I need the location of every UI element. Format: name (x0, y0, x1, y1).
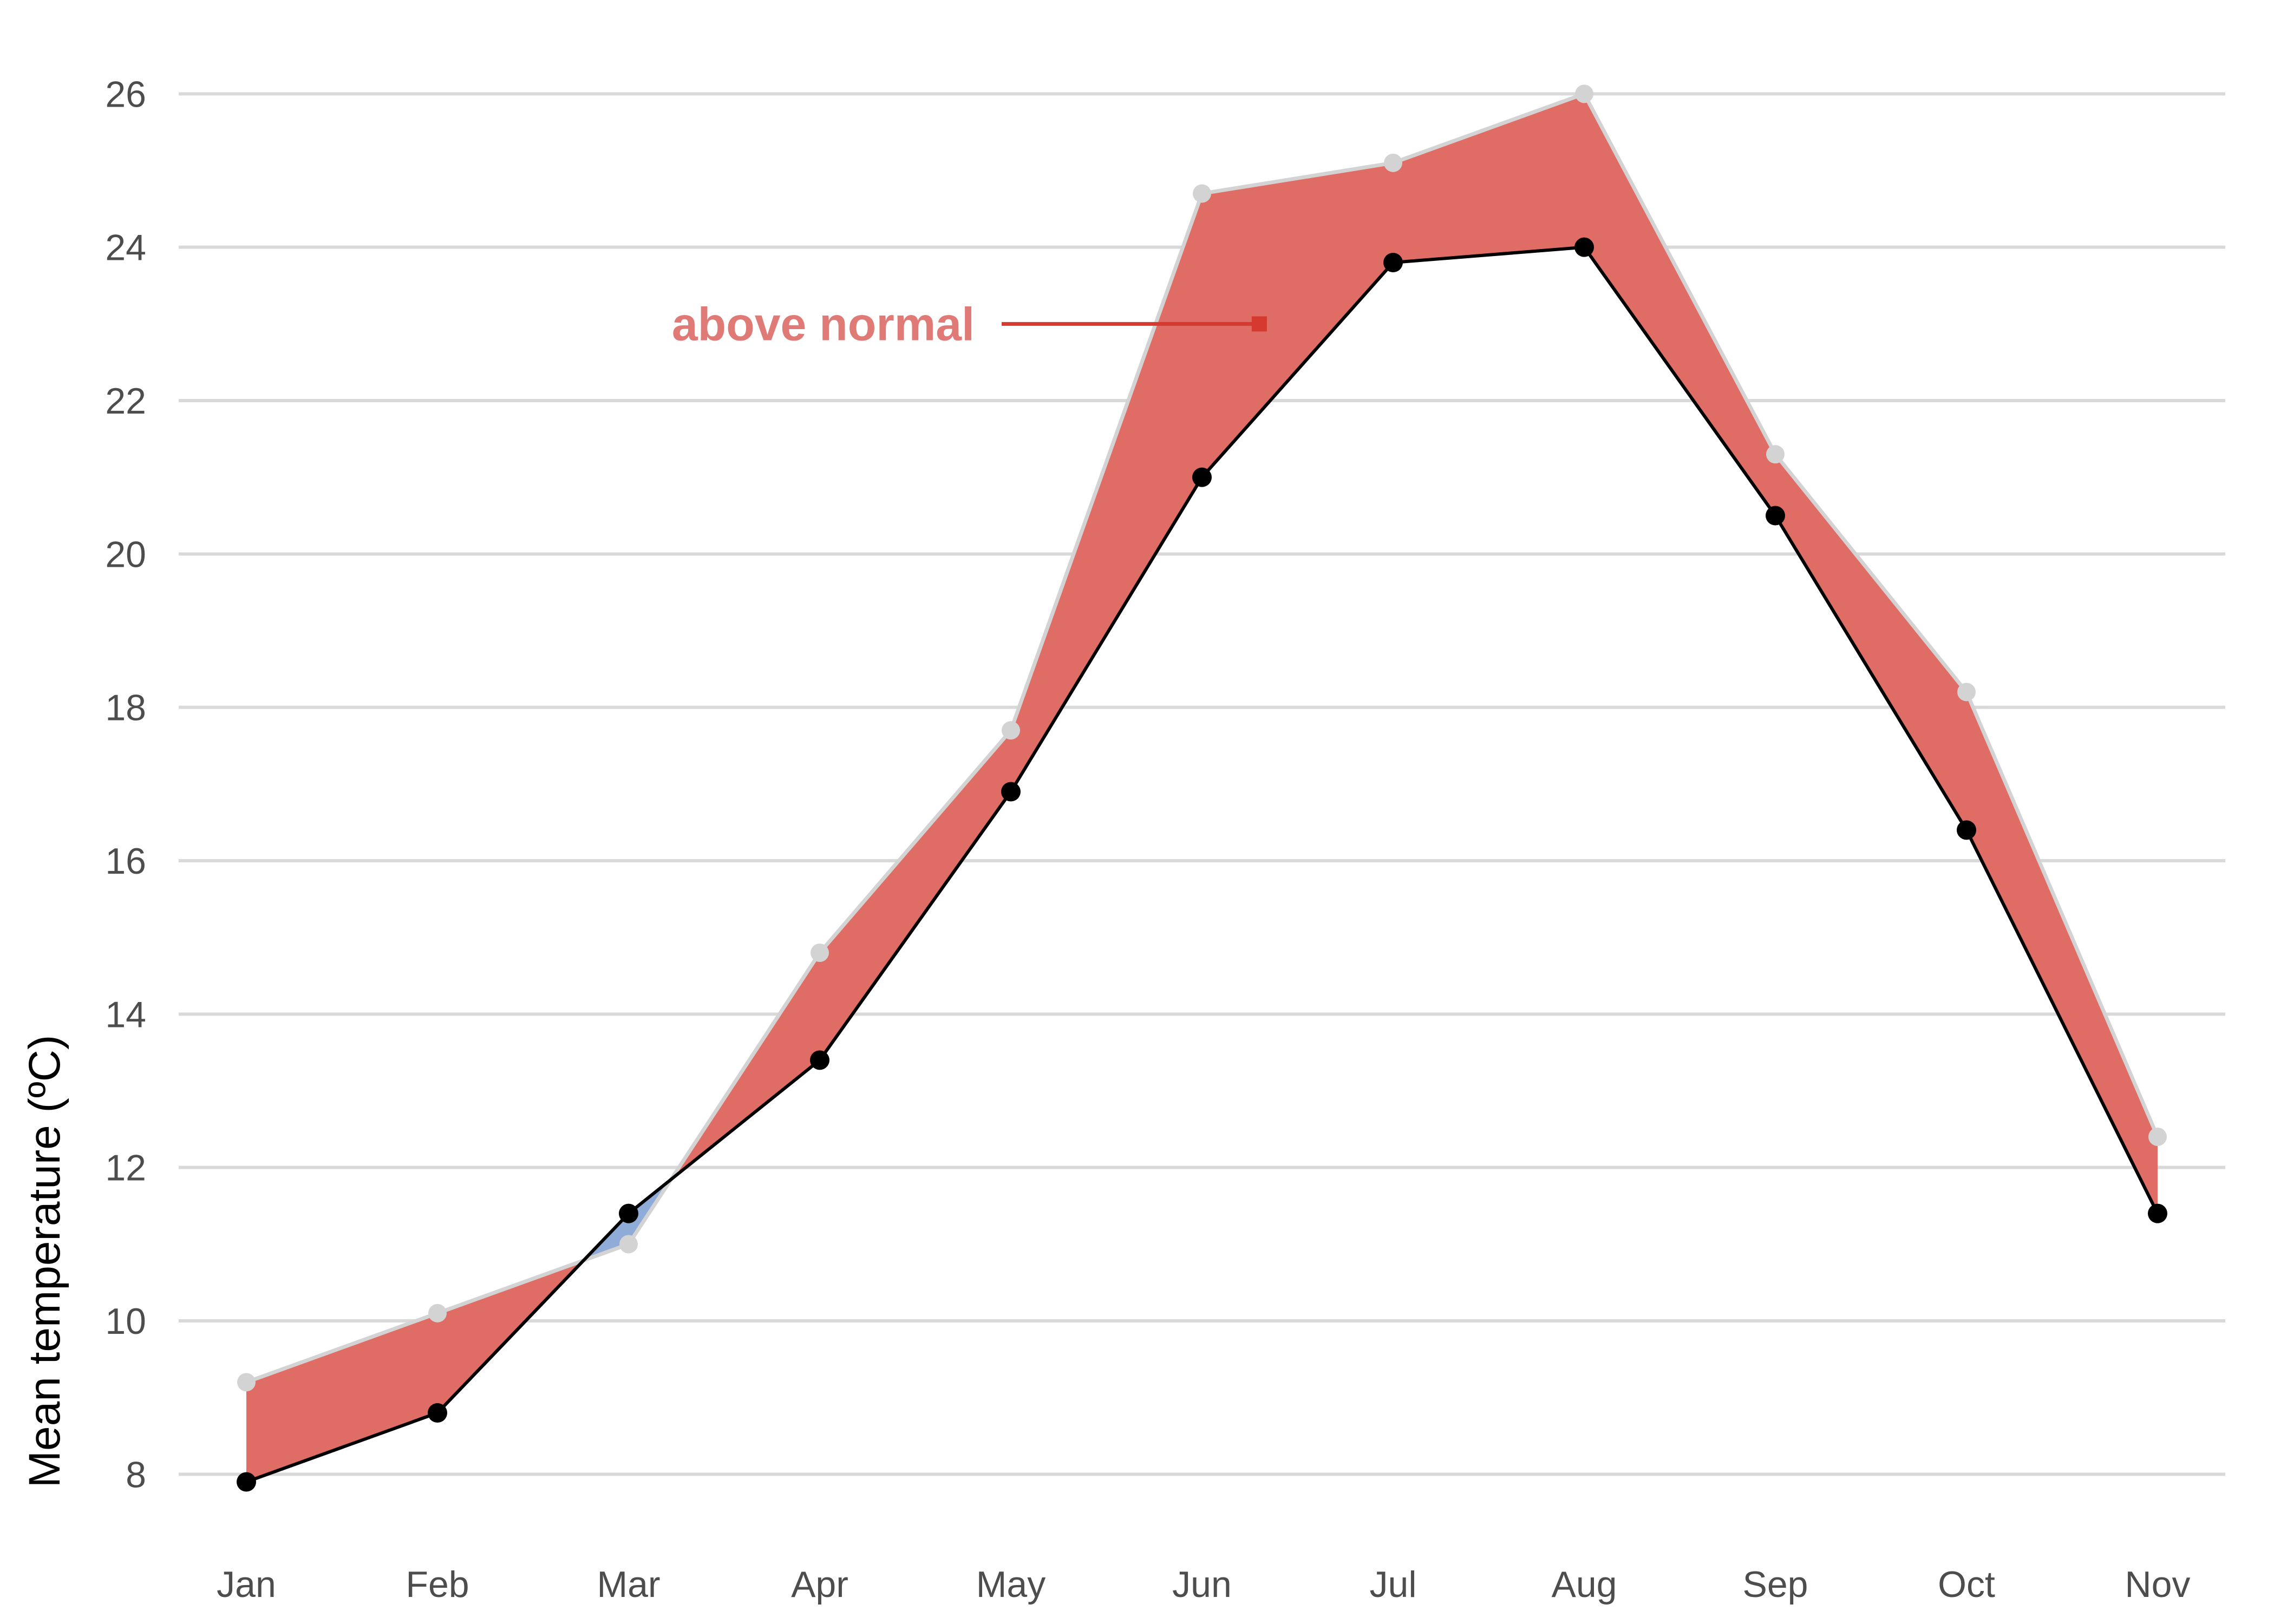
y-tick-label-16: 16 (105, 841, 146, 882)
fill-segment-may (1011, 193, 1202, 792)
lower-point-sep (1766, 506, 1785, 526)
upper-point-apr (811, 944, 829, 962)
lower-point-mar (619, 1203, 638, 1223)
x-tick-label-jun: Jun (1172, 1564, 1232, 1605)
lower-point-feb (428, 1403, 447, 1423)
upper-point-sep (1766, 445, 1785, 464)
lower-point-jan (237, 1472, 256, 1492)
x-tick-label-aug: Aug (1552, 1564, 1617, 1605)
lower-point-apr (810, 1050, 829, 1070)
upper-point-may (1002, 721, 1020, 740)
lower-point-aug (1574, 237, 1594, 257)
y-tick-label-24: 24 (105, 227, 146, 269)
annotation-pointer-marker (1251, 316, 1267, 332)
x-tick-label-sep: Sep (1743, 1564, 1808, 1605)
lower-point-jun (1192, 467, 1212, 487)
lower-point-nov (2148, 1203, 2167, 1223)
fill-segment-apr (820, 730, 1011, 1060)
x-tick-label-nov: Nov (2125, 1564, 2191, 1605)
upper-point-mar (619, 1235, 638, 1254)
y-tick-label-8: 8 (126, 1454, 146, 1495)
upper-point-jul (1384, 153, 1402, 172)
x-axis-ticks: Jan Feb Mar Apr May Jun Jul Aug Sep Oct Nov (217, 1564, 2190, 1605)
lower-point-may (1001, 782, 1021, 802)
fill-segment-aug (1584, 94, 1775, 516)
fill-segment-sep (1775, 454, 1966, 830)
x-tick-label-oct: Oct (1938, 1564, 1995, 1605)
y-tick-label-18: 18 (105, 687, 146, 729)
y-tick-label-26: 26 (105, 74, 146, 115)
x-tick-label-feb: Feb (406, 1564, 469, 1605)
fill-segment-jul (1393, 94, 1584, 263)
upper-point-jan (237, 1373, 256, 1392)
y-tick-label-10: 10 (105, 1301, 146, 1342)
upper-point-oct (1957, 683, 1976, 702)
upper-point-aug (1575, 84, 1593, 103)
x-tick-label-jul: Jul (1370, 1564, 1417, 1605)
y-axis-ticks: 8 10 12 14 16 18 20 22 24 26 (105, 74, 146, 1495)
y-tick-label-14: 14 (105, 994, 146, 1035)
x-tick-label-may: May (976, 1564, 1045, 1605)
fill-segment-jun (1202, 162, 1393, 477)
y-axis-title: Mean temperature (ºC) (20, 1035, 69, 1488)
upper-point-nov (2148, 1128, 2167, 1146)
x-tick-label-mar: Mar (597, 1564, 660, 1605)
fill-segment-jan (246, 1313, 437, 1482)
upper-point-feb (428, 1304, 447, 1322)
y-tick-label-22: 22 (105, 381, 146, 422)
lower-point-jul (1383, 253, 1403, 272)
annotation: above normal (672, 298, 1267, 350)
difference-fills (246, 94, 2158, 1482)
annotation-label: above normal (672, 298, 975, 350)
x-tick-label-jan: Jan (217, 1564, 276, 1605)
series-points (237, 84, 2167, 1492)
x-tick-label-apr: Apr (791, 1564, 848, 1605)
y-tick-label-12: 12 (105, 1148, 146, 1189)
y-tick-label-20: 20 (105, 534, 146, 575)
lower-point-oct (1957, 820, 1976, 840)
fill-segment-oct (1966, 692, 2158, 1214)
upper-point-jun (1193, 184, 1211, 203)
